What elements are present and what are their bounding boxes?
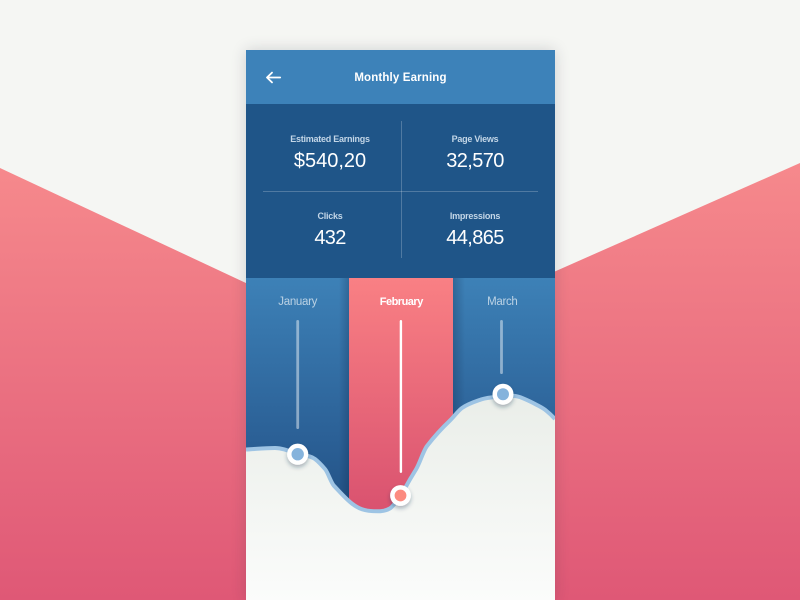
svg-text:March: March [487,296,517,308]
svg-text:January: January [278,296,317,308]
svg-text:February: February [380,296,424,308]
